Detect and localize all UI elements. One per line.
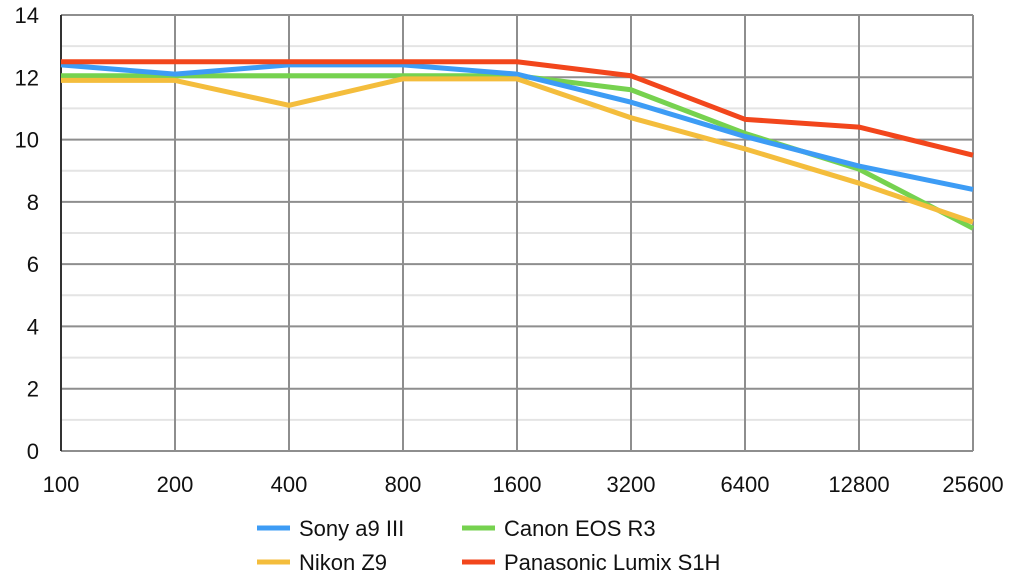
y-tick-label: 0 bbox=[27, 439, 39, 464]
x-tick-label: 12800 bbox=[828, 472, 889, 497]
legend-item: Panasonic Lumix S1H bbox=[462, 550, 720, 575]
y-tick-label: 8 bbox=[27, 190, 39, 215]
series-lines bbox=[60, 59, 975, 231]
x-tick-label: 1600 bbox=[493, 472, 542, 497]
x-tick-label: 400 bbox=[271, 472, 308, 497]
legend-label: Nikon Z9 bbox=[299, 550, 387, 575]
x-tick-label: 6400 bbox=[721, 472, 770, 497]
x-axis-ticks: 100 200 400 800 1600 3200 6400 12800 25600 bbox=[43, 472, 1004, 497]
legend-label: Panasonic Lumix S1H bbox=[504, 550, 720, 575]
legend-item: Sony a9 III bbox=[257, 516, 404, 541]
series-line-nikon-z9 bbox=[61, 76, 974, 225]
legend-item: Nikon Z9 bbox=[257, 550, 387, 575]
y-tick-label: 12 bbox=[15, 65, 39, 90]
y-axis-ticks: 0 2 4 6 8 10 12 14 bbox=[15, 3, 39, 464]
y-tick-label: 4 bbox=[27, 314, 39, 339]
x-tick-label: 3200 bbox=[607, 472, 656, 497]
y-tick-label: 14 bbox=[15, 3, 39, 28]
y-tick-label: 10 bbox=[15, 128, 39, 153]
legend: Sony a9 III Nikon Z9 Canon EOS R3 Panasonic… bbox=[257, 516, 720, 575]
x-tick-label: 25600 bbox=[942, 472, 1003, 497]
x-tick-label: 100 bbox=[43, 472, 80, 497]
series-line-sony-a9-iii bbox=[60, 62, 974, 192]
x-tick-label: 200 bbox=[157, 472, 194, 497]
x-tick-label: 800 bbox=[385, 472, 422, 497]
legend-label: Sony a9 III bbox=[299, 516, 404, 541]
y-tick-label: 2 bbox=[27, 377, 39, 402]
y-tick-label: 6 bbox=[27, 252, 39, 277]
legend-item: Canon EOS R3 bbox=[462, 516, 656, 541]
legend-label: Canon EOS R3 bbox=[504, 516, 656, 541]
series-line-panasonic-lumix-s1h bbox=[61, 59, 974, 158]
